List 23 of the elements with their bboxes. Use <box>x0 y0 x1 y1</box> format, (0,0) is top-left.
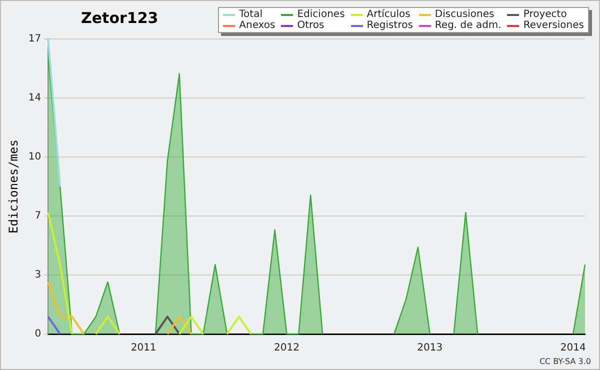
legend-label: Proyecto <box>523 9 567 20</box>
legend-label: Registros <box>366 20 413 31</box>
y-tick-label: 10 <box>28 152 42 163</box>
y-tick-label: 14 <box>28 92 42 104</box>
y-tick-label: 17 <box>28 34 42 45</box>
y-tick-label: 7 <box>34 210 42 222</box>
x-tick-label: 2012 <box>274 342 300 354</box>
y-axis-title: Ediciones/mes <box>6 140 20 234</box>
text: CC BY-SA 3.0 <box>539 357 591 367</box>
legend-label: Ediciones <box>297 9 345 20</box>
legend-label: Discusiones <box>434 9 494 20</box>
chart-title: Zetor123 <box>81 9 158 27</box>
x-tick-label: 2014 <box>560 342 586 354</box>
x-tick-label: 2013 <box>417 342 443 354</box>
legend-label: Total <box>239 9 262 20</box>
y-tick-label: 0 <box>34 328 42 340</box>
y-tick-label: 3 <box>34 270 42 281</box>
x-tick-label: 2011 <box>130 342 156 354</box>
legend-label: Artículos <box>366 9 410 20</box>
legend-label: Reversiones <box>523 20 584 31</box>
legend-label: Anexos <box>239 20 276 31</box>
legend-label: Reg. de adm. <box>434 20 502 31</box>
legend-label: Otros <box>297 20 324 31</box>
